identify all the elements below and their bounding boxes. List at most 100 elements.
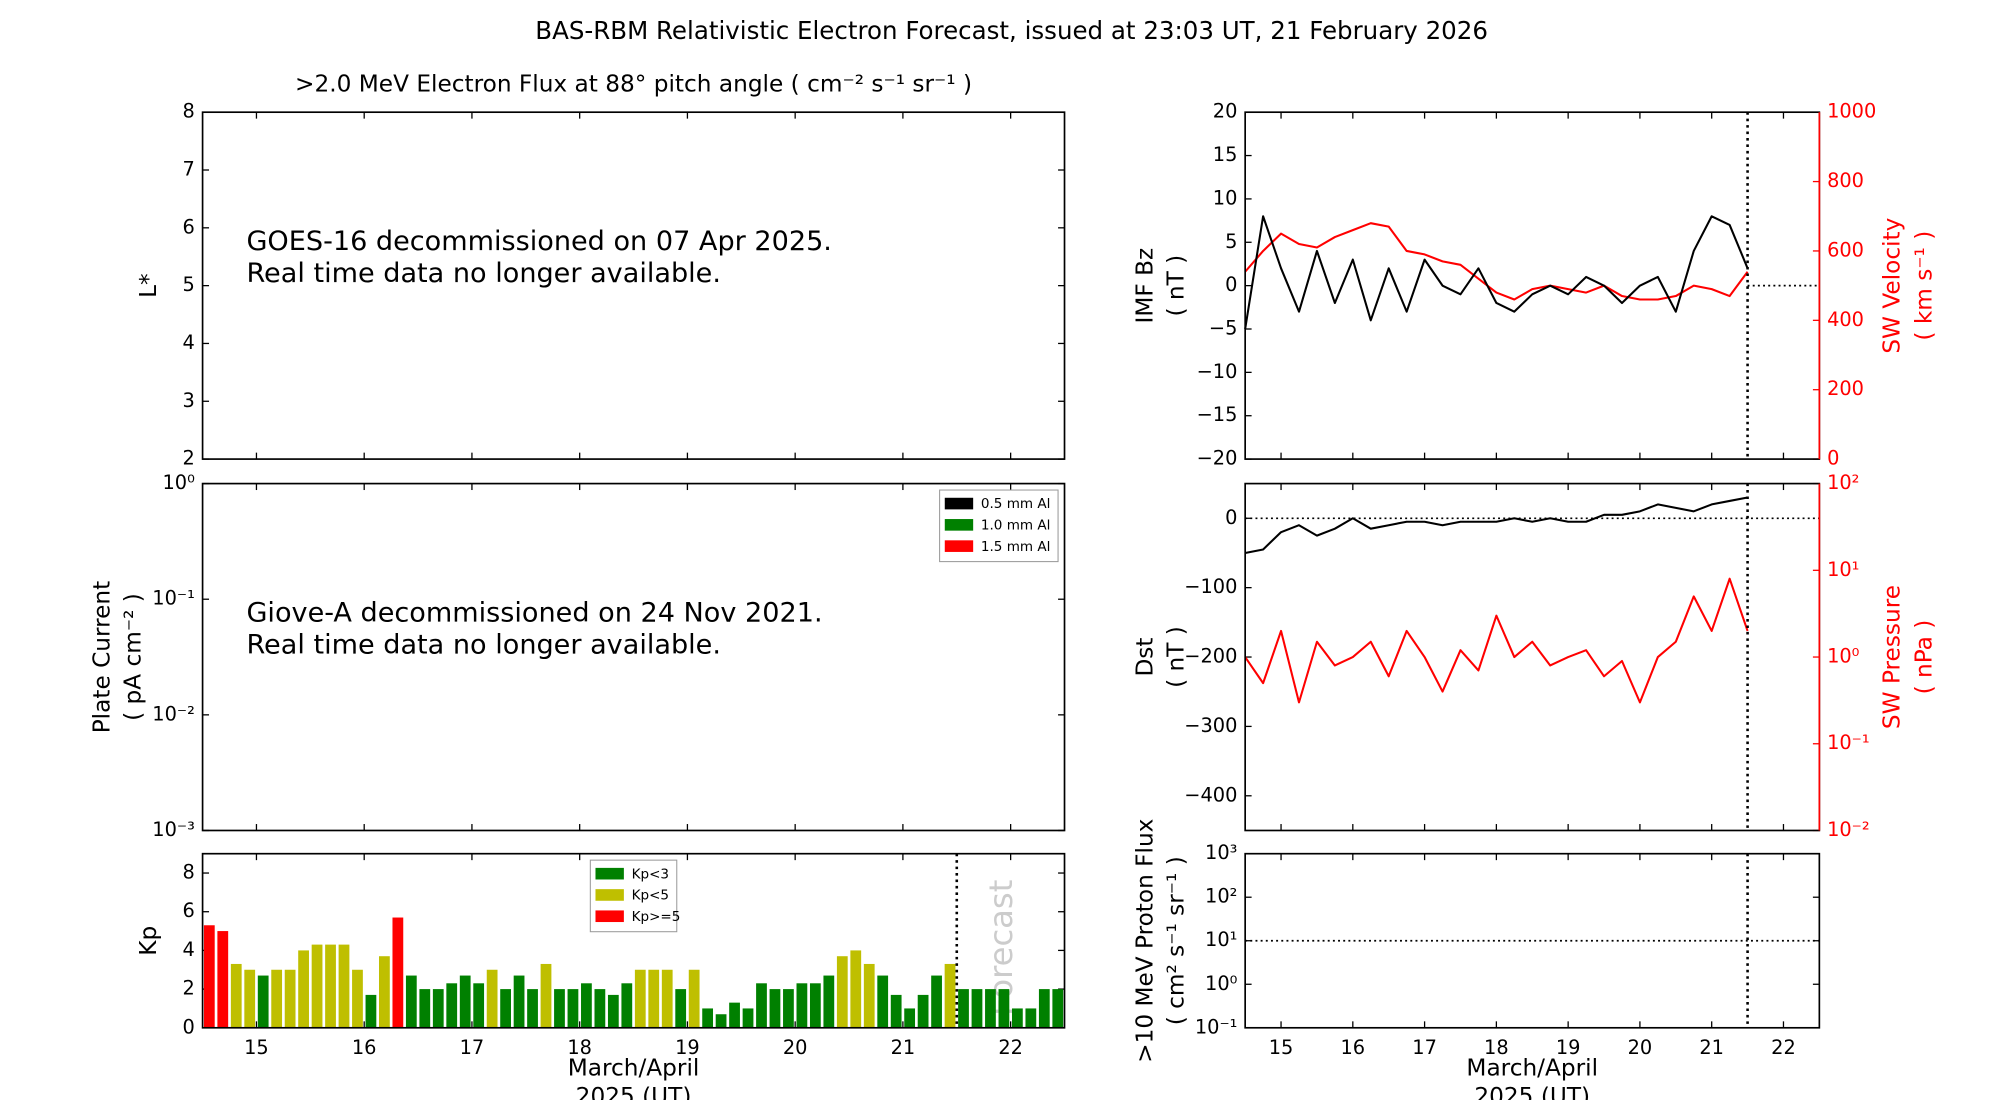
bar: [931, 975, 942, 1028]
y-tick-label: −100: [1184, 575, 1237, 598]
plot-frame: [1244, 482, 1821, 832]
y-tick-label: 2: [183, 447, 195, 470]
y2-tick-label: 0: [1827, 447, 1839, 470]
x-label: March/April: [568, 1055, 700, 1082]
x-tick-label: 18: [1484, 1036, 1509, 1059]
annotation: Giove-A decommissioned on 24 Nov 2021.: [246, 597, 822, 628]
x-tick-label: 22: [998, 1036, 1023, 1059]
bar: [958, 989, 969, 1028]
y-tick-label: 10⁻¹: [1195, 1015, 1238, 1038]
bar: [621, 983, 633, 1028]
bar: [527, 989, 538, 1028]
bar: [432, 989, 444, 1028]
x-tick-label: 18: [567, 1036, 592, 1059]
legend-swatch: [595, 889, 624, 901]
y2-tick-label: 1000: [1827, 100, 1876, 123]
plot-frame: [1244, 111, 1821, 460]
legend-label: Kp<5: [632, 888, 669, 904]
figure-title: BAS-RBM Relativistic Electron Forecast, …: [535, 16, 1488, 45]
bar: [702, 1008, 714, 1028]
y-label: >10 MeV Proton Flux: [1131, 819, 1158, 1063]
bar: [325, 944, 336, 1028]
bar: [446, 983, 458, 1028]
plot-frame: [201, 482, 1066, 832]
bar: [1052, 989, 1064, 1028]
x-tick-label: 16: [352, 1036, 377, 1059]
bar: [783, 989, 794, 1028]
y-tick-label: 0: [1225, 506, 1237, 529]
y-tick-label: 0: [1225, 273, 1237, 296]
y-label: ( cm² s⁻¹ sr⁻¹ ): [1162, 856, 1189, 1025]
bar: [917, 994, 929, 1028]
y-tick-label: −10: [1197, 360, 1238, 383]
panel: −20−15−10−50510152002004006008001000IMF …: [1131, 100, 1937, 470]
bar: [877, 975, 889, 1028]
bar: [769, 989, 781, 1028]
bar: [298, 950, 309, 1028]
y-tick-label: 10¹: [1205, 928, 1237, 951]
legend-swatch: [595, 910, 624, 923]
bar: [742, 1008, 754, 1028]
legend-label: Kp>=5: [632, 909, 681, 925]
bar: [756, 983, 767, 1028]
bar: [1025, 1008, 1037, 1028]
series-line: [1244, 577, 1749, 704]
x-label: 2025 (UT): [576, 1083, 692, 1100]
y2-label: ( km s⁻¹ ): [1911, 231, 1938, 341]
y-tick-label: 15: [1213, 143, 1238, 166]
y-label: Kp: [135, 926, 162, 956]
y-tick-label: 10²: [1205, 885, 1237, 908]
bar: [688, 969, 700, 1028]
y2-tick-label: 10¹: [1827, 558, 1859, 581]
y-tick-label: 8: [183, 100, 195, 123]
bar: [459, 975, 471, 1028]
x-tick-label: 21: [1699, 1036, 1724, 1059]
bar: [675, 989, 687, 1028]
series-line: [1244, 496, 1748, 554]
y-label: L*: [135, 273, 162, 298]
bar: [863, 963, 875, 1028]
y-tick-label: 4: [183, 938, 195, 961]
plot-frame: [1244, 852, 1821, 1029]
bar: [985, 989, 996, 1028]
plot-frame: [201, 852, 1066, 1029]
y-tick-label: 5: [183, 273, 195, 296]
y-label: IMF Bz: [1131, 248, 1158, 324]
x-label: March/April: [1466, 1055, 1598, 1082]
y2-tick-label: 10⁻¹: [1827, 731, 1870, 754]
y2-label: SW Velocity: [1878, 217, 1905, 353]
y-tick-label: 3: [183, 389, 195, 412]
y-tick-label: 10⁻¹: [152, 587, 195, 610]
bar: [836, 956, 848, 1028]
y-tick-label: −15: [1197, 403, 1238, 426]
bar: [1011, 1008, 1023, 1028]
x-tick-label: 20: [783, 1036, 808, 1059]
legend-swatch: [944, 540, 974, 552]
y-tick-label: 7: [183, 158, 195, 181]
bar: [203, 925, 215, 1028]
bar: [890, 994, 902, 1028]
bar: [392, 917, 404, 1028]
panel-title: >2.0 MeV Electron Flux at 88° pitch angl…: [295, 71, 972, 98]
bar: [284, 969, 296, 1028]
x-tick-label: 17: [460, 1036, 485, 1059]
y2-tick-label: 600: [1827, 238, 1864, 261]
y-label: Plate Current: [89, 581, 116, 734]
bar: [486, 969, 498, 1028]
y-tick-label: 10³: [1205, 841, 1237, 864]
bar: [311, 944, 323, 1028]
bar: [809, 983, 821, 1028]
y2-tick-label: 10²: [1827, 471, 1859, 494]
legend-swatch: [944, 497, 974, 510]
y-tick-label: 6: [183, 899, 195, 922]
bar: [244, 969, 256, 1028]
legend-label: 0.5 mm Al: [981, 496, 1051, 512]
y-label: Dst: [1131, 638, 1158, 677]
y-label: ( nT ): [1162, 255, 1189, 317]
y-label: ( nT ): [1162, 626, 1189, 688]
legend-label: 1.0 mm Al: [981, 518, 1051, 534]
